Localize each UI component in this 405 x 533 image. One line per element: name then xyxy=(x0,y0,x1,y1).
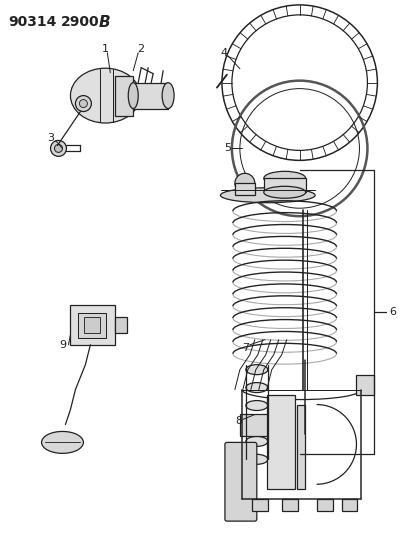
Bar xyxy=(267,394,295,489)
Text: B: B xyxy=(98,15,110,30)
Bar xyxy=(240,415,275,437)
Bar xyxy=(252,499,268,511)
Ellipse shape xyxy=(246,383,268,393)
Circle shape xyxy=(55,144,62,152)
Bar xyxy=(282,499,298,511)
Ellipse shape xyxy=(246,418,268,429)
Bar xyxy=(317,499,333,511)
Circle shape xyxy=(75,95,92,111)
Circle shape xyxy=(51,140,66,156)
Bar xyxy=(297,405,305,489)
Ellipse shape xyxy=(246,365,268,375)
Text: 6: 6 xyxy=(389,307,396,317)
Circle shape xyxy=(79,100,87,108)
Bar xyxy=(235,183,255,195)
Ellipse shape xyxy=(220,188,315,203)
Ellipse shape xyxy=(264,171,306,185)
Bar xyxy=(133,83,168,109)
Text: 2: 2 xyxy=(136,44,144,54)
Bar xyxy=(356,375,374,394)
Text: 8: 8 xyxy=(235,416,243,426)
Bar xyxy=(115,317,127,333)
Text: 9: 9 xyxy=(59,340,66,350)
Text: 5: 5 xyxy=(224,143,231,154)
Bar xyxy=(341,499,358,511)
Ellipse shape xyxy=(162,83,174,109)
Bar xyxy=(115,76,133,116)
Ellipse shape xyxy=(42,431,83,454)
Bar xyxy=(264,179,306,192)
Bar xyxy=(70,305,115,345)
Circle shape xyxy=(235,173,255,193)
Ellipse shape xyxy=(70,68,140,123)
Text: 90314: 90314 xyxy=(9,15,57,29)
Text: 4: 4 xyxy=(220,48,228,58)
Text: 2900: 2900 xyxy=(60,15,99,29)
Ellipse shape xyxy=(246,437,268,446)
Ellipse shape xyxy=(246,400,268,410)
Text: 3: 3 xyxy=(47,133,54,143)
Bar xyxy=(84,317,100,333)
Ellipse shape xyxy=(246,454,268,464)
Text: 7: 7 xyxy=(242,343,249,353)
Ellipse shape xyxy=(264,186,306,198)
Text: 1: 1 xyxy=(102,44,109,54)
Ellipse shape xyxy=(128,83,138,109)
FancyBboxPatch shape xyxy=(225,442,257,521)
Bar xyxy=(79,313,107,338)
